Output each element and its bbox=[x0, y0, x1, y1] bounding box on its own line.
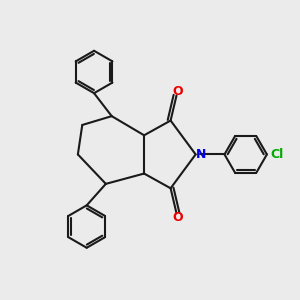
Text: O: O bbox=[173, 211, 183, 224]
Text: O: O bbox=[173, 85, 183, 98]
Text: N: N bbox=[196, 148, 206, 161]
Text: Cl: Cl bbox=[271, 148, 284, 161]
